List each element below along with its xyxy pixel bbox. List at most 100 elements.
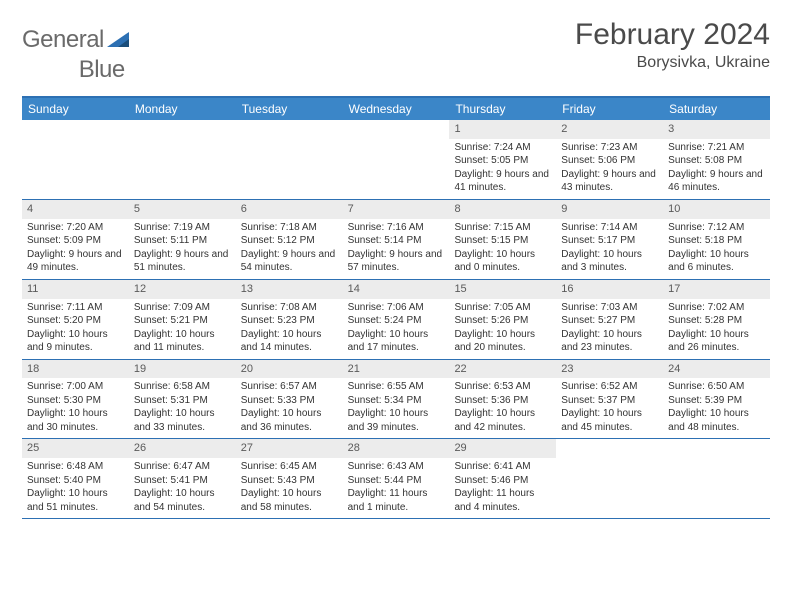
day-header-wed: Wednesday <box>343 98 450 120</box>
sunrise-text: Sunrise: 6:55 AM <box>348 380 445 394</box>
day-cell: 9Sunrise: 7:14 AMSunset: 5:17 PMDaylight… <box>556 200 663 279</box>
daylight-text: Daylight: 9 hours and 43 minutes. <box>561 168 658 195</box>
day-content: Sunrise: 7:18 AMSunset: 5:12 PMDaylight:… <box>236 221 343 279</box>
calendar: Sunday Monday Tuesday Wednesday Thursday… <box>22 96 770 519</box>
sunset-text: Sunset: 5:06 PM <box>561 154 658 168</box>
logo-word2: Blue <box>79 56 125 83</box>
sunrise-text: Sunrise: 6:50 AM <box>668 380 765 394</box>
week-row: 25Sunrise: 6:48 AMSunset: 5:40 PMDayligh… <box>22 439 770 519</box>
daylight-text: Daylight: 11 hours and 1 minute. <box>348 487 445 514</box>
daylight-text: Daylight: 10 hours and 20 minutes. <box>454 328 551 355</box>
day-content: Sunrise: 6:53 AMSunset: 5:36 PMDaylight:… <box>449 380 556 438</box>
day-cell: 14 Sunrise: 7:06 AMSunset: 5:24 PMDayligh… <box>343 280 450 359</box>
day-number: 14 <box>343 280 450 299</box>
sunset-text: Sunset: 5:09 PM <box>27 234 124 248</box>
day-cell: 7Sunrise: 7:16 AMSunset: 5:14 PMDaylight… <box>343 200 450 279</box>
day-cell: 1Sunrise: 7:24 AMSunset: 5:05 PMDaylight… <box>449 120 556 199</box>
day-number: 16 <box>556 280 663 299</box>
daylight-text: Daylight: 10 hours and 3 minutes. <box>561 248 658 275</box>
sunrise-text: Sunrise: 6:57 AM <box>241 380 338 394</box>
day-content: Sunrise: 7:02 AMSunset: 5:28 PMDaylight:… <box>663 301 770 359</box>
sunset-text: Sunset: 5:23 PM <box>241 314 338 328</box>
daylight-text: Daylight: 9 hours and 49 minutes. <box>27 248 124 275</box>
day-cell <box>236 120 343 199</box>
sunset-text: Sunset: 5:40 PM <box>27 474 124 488</box>
sunrise-text: Sunrise: 7:24 AM <box>454 141 551 155</box>
day-number: 13 <box>236 280 343 299</box>
day-content: Sunrise: 7:21 AMSunset: 5:08 PMDaylight:… <box>663 141 770 199</box>
sunset-text: Sunset: 5:27 PM <box>561 314 658 328</box>
day-cell <box>343 120 450 199</box>
sunrise-text: Sunrise: 6:45 AM <box>241 460 338 474</box>
day-content: Sunrise: 7:00 AMSunset: 5:30 PMDaylight:… <box>22 380 129 438</box>
sunset-text: Sunset: 5:21 PM <box>134 314 231 328</box>
sunrise-text: Sunrise: 7:23 AM <box>561 141 658 155</box>
day-content: Sunrise: 7:06 AMSunset: 5:24 PMDaylight:… <box>343 301 450 359</box>
daylight-text: Daylight: 9 hours and 57 minutes. <box>348 248 445 275</box>
sunset-text: Sunset: 5:26 PM <box>454 314 551 328</box>
sunset-text: Sunset: 5:46 PM <box>454 474 551 488</box>
logo-triangle-icon <box>107 26 129 54</box>
sunrise-text: Sunrise: 6:47 AM <box>134 460 231 474</box>
day-number: 7 <box>343 200 450 219</box>
day-cell: 10 Sunrise: 7:12 AMSunset: 5:18 PMDayligh… <box>663 200 770 279</box>
daylight-text: Daylight: 10 hours and 51 minutes. <box>27 487 124 514</box>
daylight-text: Daylight: 10 hours and 26 minutes. <box>668 328 765 355</box>
sunrise-text: Sunrise: 6:48 AM <box>27 460 124 474</box>
day-cell: 4Sunrise: 7:20 AMSunset: 5:09 PMDaylight… <box>22 200 129 279</box>
weeks-container: 1Sunrise: 7:24 AMSunset: 5:05 PMDaylight… <box>22 120 770 519</box>
day-number: 4 <box>22 200 129 219</box>
day-number: 18 <box>22 360 129 379</box>
day-content: Sunrise: 6:41 AMSunset: 5:46 PMDaylight:… <box>449 460 556 518</box>
day-cell: 16 Sunrise: 7:03 AMSunset: 5:27 PMDayligh… <box>556 280 663 359</box>
day-cell: 21Sunrise: 6:55 AMSunset: 5:34 PMDayligh… <box>343 360 450 439</box>
sunrise-text: Sunrise: 7:21 AM <box>668 141 765 155</box>
sunrise-text: Sunrise: 7:16 AM <box>348 221 445 235</box>
day-number: 15 <box>449 280 556 299</box>
day-header-mon: Monday <box>129 98 236 120</box>
sunset-text: Sunset: 5:12 PM <box>241 234 338 248</box>
day-number: 20 <box>236 360 343 379</box>
day-content: Sunrise: 7:05 AMSunset: 5:26 PMDaylight:… <box>449 301 556 359</box>
day-cell: 20Sunrise: 6:57 AMSunset: 5:33 PMDayligh… <box>236 360 343 439</box>
day-content: Sunrise: 6:43 AMSunset: 5:44 PMDaylight:… <box>343 460 450 518</box>
daylight-text: Daylight: 9 hours and 51 minutes. <box>134 248 231 275</box>
logo: General <box>22 18 131 54</box>
day-content: Sunrise: 7:23 AMSunset: 5:06 PMDaylight:… <box>556 141 663 199</box>
day-header-row: Sunday Monday Tuesday Wednesday Thursday… <box>22 98 770 120</box>
week-row: 4Sunrise: 7:20 AMSunset: 5:09 PMDaylight… <box>22 200 770 280</box>
daylight-text: Daylight: 10 hours and 17 minutes. <box>348 328 445 355</box>
daylight-text: Daylight: 10 hours and 6 minutes. <box>668 248 765 275</box>
daylight-text: Daylight: 11 hours and 4 minutes. <box>454 487 551 514</box>
day-cell: 28Sunrise: 6:43 AMSunset: 5:44 PMDayligh… <box>343 439 450 518</box>
daylight-text: Daylight: 10 hours and 54 minutes. <box>134 487 231 514</box>
day-header-sun: Sunday <box>22 98 129 120</box>
day-cell: 12Sunrise: 7:09 AMSunset: 5:21 PMDayligh… <box>129 280 236 359</box>
day-cell: 6Sunrise: 7:18 AMSunset: 5:12 PMDaylight… <box>236 200 343 279</box>
day-header-thu: Thursday <box>449 98 556 120</box>
day-content: Sunrise: 6:55 AMSunset: 5:34 PMDaylight:… <box>343 380 450 438</box>
day-cell: 24Sunrise: 6:50 AMSunset: 5:39 PMDayligh… <box>663 360 770 439</box>
day-content: Sunrise: 7:11 AMSunset: 5:20 PMDaylight:… <box>22 301 129 359</box>
day-number: 17 <box>663 280 770 299</box>
day-content: Sunrise: 7:12 AMSunset: 5:18 PMDaylight:… <box>663 221 770 279</box>
location: Borysivka, Ukraine <box>575 54 770 72</box>
day-content: Sunrise: 7:24 AMSunset: 5:05 PMDaylight:… <box>449 141 556 199</box>
sunset-text: Sunset: 5:24 PM <box>348 314 445 328</box>
sunrise-text: Sunrise: 6:52 AM <box>561 380 658 394</box>
sunset-text: Sunset: 5:28 PM <box>668 314 765 328</box>
sunrise-text: Sunrise: 7:18 AM <box>241 221 338 235</box>
week-row: 1Sunrise: 7:24 AMSunset: 5:05 PMDaylight… <box>22 120 770 200</box>
day-cell: 25Sunrise: 6:48 AMSunset: 5:40 PMDayligh… <box>22 439 129 518</box>
day-number: 10 <box>663 200 770 219</box>
day-content: Sunrise: 7:03 AMSunset: 5:27 PMDaylight:… <box>556 301 663 359</box>
week-row: 18Sunrise: 7:00 AMSunset: 5:30 PMDayligh… <box>22 360 770 440</box>
sunset-text: Sunset: 5:08 PM <box>668 154 765 168</box>
sunset-text: Sunset: 5:36 PM <box>454 394 551 408</box>
daylight-text: Daylight: 10 hours and 45 minutes. <box>561 407 658 434</box>
sunrise-text: Sunrise: 6:41 AM <box>454 460 551 474</box>
sunset-text: Sunset: 5:17 PM <box>561 234 658 248</box>
day-content: Sunrise: 6:50 AMSunset: 5:39 PMDaylight:… <box>663 380 770 438</box>
sunset-text: Sunset: 5:37 PM <box>561 394 658 408</box>
daylight-text: Daylight: 10 hours and 11 minutes. <box>134 328 231 355</box>
